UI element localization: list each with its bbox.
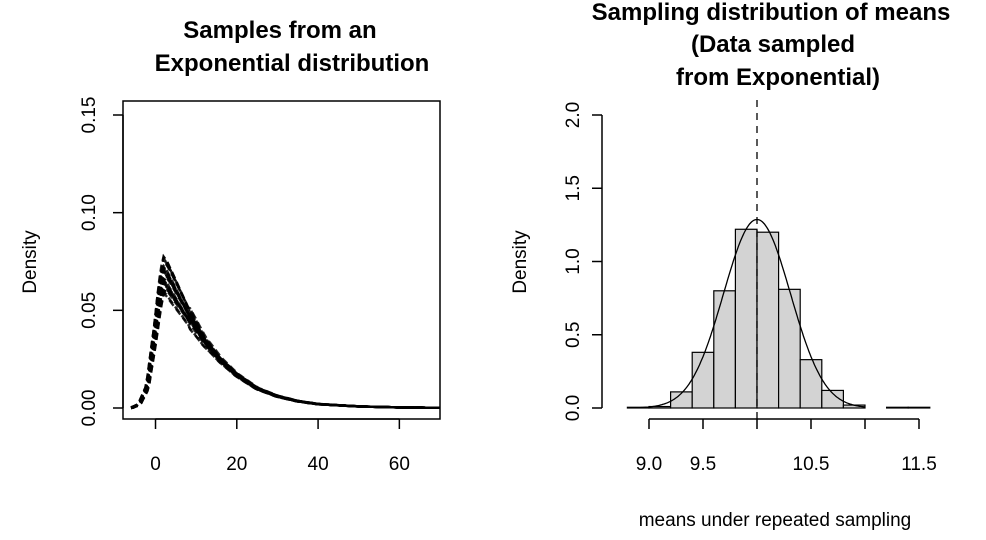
histogram-bar [713, 290, 736, 409]
left-title-line2: Exponential distribution [155, 50, 430, 77]
left-y-tick-label: 0.10 [79, 194, 100, 231]
left-density-curve [130, 265, 440, 409]
left-y-axis-label: Density [20, 230, 41, 294]
right-y-tick-label: 0.5 [563, 322, 584, 348]
left-x-axis: 0 20 40 60 [150, 418, 410, 475]
left-x-tick-label: 40 [308, 454, 329, 475]
right-x-axis-label: means under repeated sampling [639, 510, 912, 531]
right-title-line3: from Exponential) [676, 64, 880, 91]
left-panel: Samples from an Exponential distribution… [20, 17, 441, 475]
left-y-tick-label: 0.00 [79, 390, 100, 427]
right-x-tick-label: 10.5 [793, 454, 830, 475]
left-y-axis: 0.00 0.05 0.10 0.15 [79, 97, 124, 427]
left-plot-box [122, 100, 441, 420]
histogram-bar [734, 228, 758, 409]
left-density-curve [130, 289, 440, 409]
left-x-tick-label: 20 [226, 454, 247, 475]
left-density-curve [130, 265, 440, 409]
right-y-axis: 0.0 0.5 1.0 1.5 2.0 [563, 102, 603, 421]
left-density-curve [130, 278, 440, 409]
left-density-curve [130, 276, 440, 409]
right-title-line1: Sampling distribution of means [592, 0, 951, 26]
right-y-tick-label: 0.0 [563, 395, 584, 421]
right-x-tick-label: 11.5 [901, 454, 937, 475]
histogram-bars [626, 228, 931, 409]
left-density-curve [130, 263, 440, 409]
right-x-tick-label: 9.5 [690, 454, 716, 475]
histogram-bar [756, 231, 780, 409]
left-y-tick-label: 0.05 [79, 292, 100, 329]
right-y-tick-label: 1.5 [563, 175, 584, 201]
histogram-bar [821, 389, 844, 409]
right-panel: Sampling distribution of means (Data sam… [510, 0, 950, 531]
right-x-tick-label: 9.0 [636, 454, 662, 475]
left-density-curve [130, 278, 440, 409]
left-density-curves [130, 253, 440, 410]
right-y-tick-label: 2.0 [563, 102, 584, 128]
right-x-axis: 9.0 9.5 10.5 11.5 [636, 418, 937, 475]
right-title-line2: (Data sampled [691, 31, 855, 58]
right-y-axis-label: Density [510, 230, 531, 294]
left-density-curve [130, 255, 440, 410]
histogram-bar [777, 288, 801, 409]
left-title-line1: Samples from an [183, 17, 376, 44]
histogram-bar [907, 406, 931, 409]
histogram-bar [691, 351, 715, 409]
histogram-bar [885, 406, 909, 409]
left-x-tick-label: 60 [389, 454, 410, 475]
normal-density-curve [627, 218, 866, 409]
left-density-curve [130, 273, 440, 410]
left-density-curve [130, 287, 440, 410]
left-x-tick-label: 0 [150, 454, 161, 475]
left-density-curve [130, 253, 440, 409]
histogram-bar [799, 359, 823, 409]
right-y-tick-label: 1.0 [563, 248, 584, 274]
left-y-tick-label: 0.15 [79, 97, 100, 134]
left-density-curve [130, 254, 440, 410]
